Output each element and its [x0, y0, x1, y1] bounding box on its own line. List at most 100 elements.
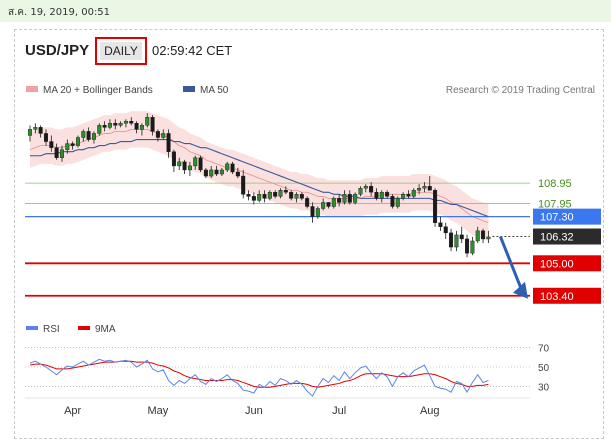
candle — [358, 186, 363, 197]
candle-body — [390, 196, 395, 207]
candle — [459, 226, 464, 244]
candle — [28, 125, 33, 142]
rsi-tick-label: 50 — [538, 363, 550, 374]
candle-body — [171, 151, 176, 167]
candle-body — [134, 123, 139, 130]
candle — [251, 192, 256, 205]
candle — [342, 190, 347, 205]
candle-body — [246, 194, 251, 197]
candle — [294, 192, 299, 203]
candle-body — [54, 147, 59, 158]
candle — [139, 123, 144, 136]
candle — [438, 216, 443, 231]
candle-body — [145, 117, 150, 126]
candle-body — [331, 198, 336, 207]
candle — [54, 143, 59, 160]
candle-body — [374, 192, 379, 199]
resistance-label: 108.95 — [538, 178, 572, 190]
candle-body — [443, 226, 448, 234]
x-tick-label: Jul — [332, 405, 346, 417]
candle-body — [235, 171, 240, 177]
candle — [443, 222, 448, 239]
candle — [177, 157, 182, 170]
candle — [166, 129, 171, 158]
candle — [417, 184, 422, 195]
candle — [235, 167, 240, 179]
candle-body — [219, 169, 224, 175]
candle-body — [278, 190, 283, 197]
candle-body — [97, 125, 102, 134]
candle-body — [347, 194, 352, 203]
x-tick-label: May — [148, 405, 169, 417]
candle-body — [203, 169, 208, 177]
last-price-tag — [533, 228, 601, 245]
candle — [449, 228, 454, 252]
candle-body — [401, 194, 406, 199]
candle — [219, 167, 224, 177]
candle — [70, 141, 75, 150]
candle — [278, 188, 283, 199]
candle — [123, 119, 128, 128]
candle — [454, 230, 459, 252]
candle — [241, 169, 246, 199]
candle — [155, 129, 160, 142]
candle-body — [187, 165, 192, 171]
candle-body — [342, 194, 347, 203]
candle-body — [379, 192, 384, 199]
candle-body — [193, 157, 198, 167]
candle — [38, 125, 43, 138]
candle — [150, 115, 155, 136]
rsi-tick-label: 30 — [538, 382, 550, 393]
x-tick-label: Apr — [64, 405, 81, 417]
candle-body — [411, 190, 416, 197]
candle-body — [422, 185, 427, 189]
timeframe-button[interactable]: DAILY — [95, 37, 147, 65]
candle — [267, 190, 272, 201]
candle-body — [86, 131, 91, 140]
candle — [395, 196, 400, 209]
candle-body — [385, 192, 390, 197]
candle — [161, 129, 166, 140]
candle-body — [475, 230, 480, 242]
chart-frame — [14, 29, 604, 439]
rsi-ma-line — [29, 360, 489, 388]
support-tag — [533, 287, 601, 304]
chart-time: 02:59:42 CET — [152, 43, 233, 58]
ma50-legend-swatch — [183, 86, 195, 92]
candle — [145, 113, 150, 128]
candle — [401, 192, 406, 201]
candle-body — [449, 232, 454, 248]
candle-body — [369, 185, 374, 193]
bollinger-band — [30, 111, 489, 241]
candle — [475, 226, 480, 244]
candle — [225, 161, 230, 172]
candle — [390, 194, 395, 209]
candle — [75, 135, 80, 148]
ma50-line — [30, 138, 489, 218]
candle-body — [59, 149, 64, 158]
resistance-label: 107.95 — [538, 198, 572, 210]
candle — [230, 161, 235, 175]
candle-body — [395, 198, 400, 207]
candle-body — [129, 121, 134, 124]
candle — [129, 117, 134, 126]
candle — [33, 123, 38, 134]
rsi-ma-legend-label: 9MA — [95, 324, 116, 335]
candle — [315, 206, 320, 219]
candle-body — [43, 133, 48, 142]
candle — [486, 230, 491, 244]
candle — [118, 121, 123, 128]
main-legend: MA 20 + Bollinger Bands MA 50 Research ©… — [26, 85, 595, 96]
candle-body — [113, 123, 118, 126]
candle-body — [139, 125, 144, 130]
candle-body — [81, 131, 86, 138]
candle-body — [481, 230, 486, 240]
candle-body — [214, 169, 219, 175]
candle-body — [315, 208, 320, 217]
candle-body — [49, 141, 54, 148]
candle-body — [438, 222, 443, 227]
candle-body — [241, 175, 246, 195]
candle — [113, 119, 118, 130]
candle-body — [257, 194, 262, 201]
